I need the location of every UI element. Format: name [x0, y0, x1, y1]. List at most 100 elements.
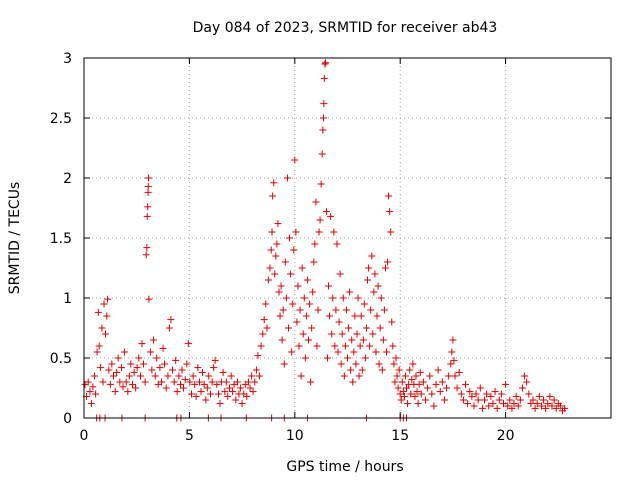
data-point — [518, 384, 526, 392]
data-point — [95, 342, 103, 350]
data-point — [221, 388, 229, 396]
data-point — [306, 300, 314, 308]
data-point — [296, 306, 304, 314]
data-point — [485, 402, 493, 410]
data-point — [412, 372, 420, 380]
data-point — [102, 330, 110, 338]
data-point — [346, 288, 354, 296]
data-point — [462, 380, 470, 388]
data-point — [311, 240, 319, 248]
data-point — [178, 366, 186, 374]
data-point — [392, 354, 400, 362]
data-point — [104, 295, 112, 303]
data-point — [489, 400, 497, 408]
x-tick-label: 15 — [391, 428, 409, 444]
data-point — [387, 228, 395, 236]
data-point — [205, 372, 213, 380]
data-point — [362, 324, 370, 332]
data-point — [373, 312, 381, 320]
data-point — [381, 264, 389, 272]
grid — [84, 58, 611, 418]
y-tick-label: 0 — [63, 411, 72, 427]
data-point — [388, 318, 396, 326]
data-point — [186, 378, 194, 386]
data-point — [291, 156, 299, 164]
data-point — [259, 330, 267, 338]
data-point — [365, 264, 373, 272]
data-point — [103, 312, 111, 320]
data-point — [257, 342, 265, 350]
data-point — [286, 234, 294, 242]
data-point — [385, 192, 393, 200]
data-point — [499, 400, 507, 408]
data-point — [288, 348, 296, 356]
data-point — [447, 360, 455, 368]
data-point — [375, 360, 383, 368]
data-point — [327, 212, 335, 220]
data-point — [144, 203, 152, 211]
data-point — [268, 228, 276, 236]
data-point — [111, 388, 119, 396]
chart-title: Day 084 of 2023, SRMTID for receiver ab4… — [193, 20, 498, 36]
data-point — [512, 392, 520, 400]
data-point — [468, 392, 476, 400]
data-point — [529, 396, 537, 404]
data-point — [93, 348, 101, 356]
data-point — [457, 390, 465, 398]
data-point — [124, 388, 132, 396]
data-point — [122, 378, 130, 386]
data-point — [276, 312, 284, 320]
data-point — [394, 384, 402, 392]
data-point — [177, 380, 185, 388]
data-point — [474, 396, 482, 404]
data-point — [443, 384, 451, 392]
data-point — [159, 344, 167, 352]
data-point — [270, 179, 278, 187]
data-point — [453, 384, 461, 392]
data-point — [345, 324, 353, 332]
y-tick-label: 2 — [63, 171, 72, 187]
data-point — [548, 402, 556, 410]
data-point — [255, 372, 263, 380]
data-point — [339, 294, 347, 302]
data-point — [413, 388, 421, 396]
data-point — [525, 390, 533, 398]
data-point — [189, 372, 197, 380]
data-point — [432, 380, 440, 388]
data-point — [464, 400, 472, 408]
x-tick-label: 0 — [80, 428, 89, 444]
data-point — [414, 400, 422, 408]
data-point — [148, 366, 156, 374]
data-point — [295, 342, 303, 350]
data-point — [249, 388, 257, 396]
data-point — [206, 390, 214, 398]
data-point — [165, 324, 173, 332]
data-point — [158, 378, 166, 386]
data-point — [248, 372, 256, 380]
data-point — [355, 372, 363, 380]
data-point — [279, 306, 287, 314]
data-point — [328, 330, 336, 338]
data-point — [144, 188, 152, 196]
data-point — [321, 60, 329, 68]
data-point — [183, 360, 191, 368]
data-point — [225, 384, 233, 392]
data-point — [138, 340, 146, 348]
data-point — [344, 354, 351, 362]
data-point — [274, 220, 282, 228]
data-point — [244, 378, 252, 386]
data-point — [266, 264, 274, 272]
data-point — [86, 388, 94, 396]
data-point — [153, 354, 161, 362]
x-tick-label: 20 — [497, 428, 515, 444]
data-point — [132, 384, 140, 392]
data-point — [312, 198, 320, 206]
data-point — [302, 312, 310, 320]
data-point — [91, 372, 99, 380]
data-point — [326, 312, 334, 320]
data-point — [347, 366, 355, 374]
data-point — [224, 392, 232, 400]
data-point — [372, 348, 380, 356]
data-point — [434, 366, 442, 374]
